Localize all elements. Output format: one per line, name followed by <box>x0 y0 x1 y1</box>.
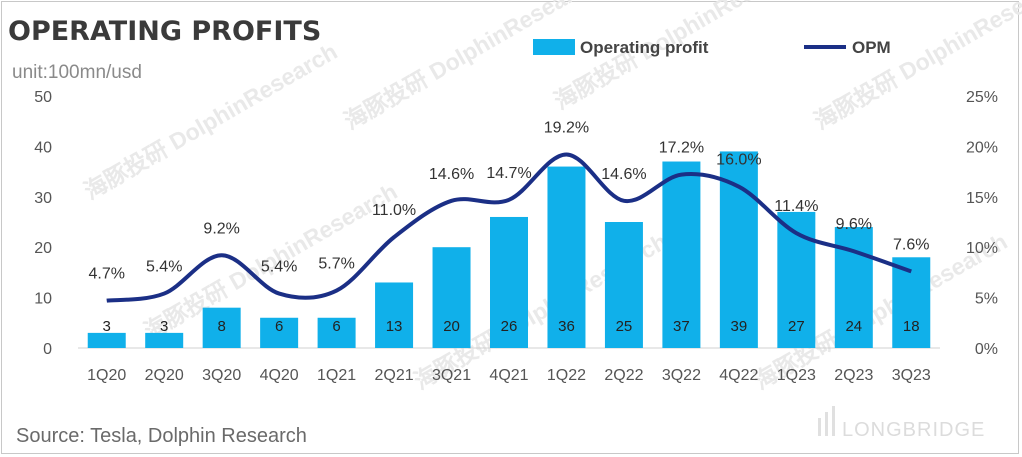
x-tick-label: 2Q22 <box>604 367 643 384</box>
y-right-tick: 0% <box>975 341 998 358</box>
opm-value-label: 16.0% <box>716 152 761 169</box>
bar <box>662 161 701 348</box>
bar-value-label: 3 <box>103 318 111 335</box>
bar <box>719 151 758 348</box>
opm-value-label: 19.2% <box>544 119 589 136</box>
opm-value-label: 11.4% <box>774 198 818 215</box>
opm-value-label: 14.7% <box>486 165 531 182</box>
bar-value-label: 6 <box>332 318 340 335</box>
unit-label: unit:100mn/usd <box>12 62 142 83</box>
x-tick-label: 1Q21 <box>317 367 356 384</box>
x-tick-label: 1Q20 <box>87 367 126 384</box>
bar-value-label: 13 <box>386 318 403 335</box>
y-right-tick: 10% <box>966 240 998 257</box>
axes: 0 10 20 30 40 50 0% 5% 10% 15% 20% 25% 1Q20 2Q20 3Q20 4… <box>34 89 998 384</box>
bar <box>604 222 643 348</box>
x-tick-label: 3Q22 <box>662 367 701 384</box>
opm-value-label: 4.7% <box>88 266 124 283</box>
x-tick-label: 4Q20 <box>260 367 299 384</box>
bar-value-label: 8 <box>217 318 225 335</box>
bar-value-label: 6 <box>275 318 283 335</box>
y-left-tick: 10 <box>34 291 52 308</box>
bar-value-label: 25 <box>616 318 633 335</box>
opm-value-label: 5.4% <box>261 259 297 276</box>
y-left-tick: 30 <box>34 190 52 207</box>
legend-operating-profit: Operating profit <box>580 38 709 57</box>
bar-value-label: 3 <box>160 318 168 335</box>
y-right-tick: 15% <box>966 190 998 207</box>
opm-value-label: 11.0% <box>372 202 416 219</box>
bar <box>375 282 414 348</box>
y-left-tick: 40 <box>34 139 52 156</box>
opm-value-label: 17.2% <box>659 140 704 157</box>
opm-value-label: 14.6% <box>429 166 474 183</box>
opm-value-label: 7.6% <box>893 236 929 253</box>
x-tick-label: 3Q21 <box>432 367 471 384</box>
y-left-tick: 0 <box>43 341 52 358</box>
y-left-tick: 50 <box>34 89 52 106</box>
y-right-tick: 5% <box>975 291 998 308</box>
x-tick-label: 4Q21 <box>489 367 528 384</box>
bar-value-label: 26 <box>501 318 518 335</box>
x-tick-label: 1Q22 <box>547 367 586 384</box>
bar <box>547 166 586 348</box>
bar-value-label: 24 <box>845 318 862 335</box>
data-labels: 3 3 8 6 6 13 20 26 36 25 37 39 27 24 18 4.7% 5.4% 9.2% 5.4… <box>88 119 929 335</box>
bar-value-label: 37 <box>673 318 690 335</box>
x-tick-label: 4Q22 <box>719 367 758 384</box>
bar <box>490 216 528 348</box>
bar-value-label: 20 <box>443 318 460 335</box>
x-tick-label: 2Q21 <box>374 367 413 384</box>
bar <box>145 332 184 348</box>
opm-value-label: 9.6% <box>836 216 872 233</box>
x-tick-label: 2Q23 <box>834 367 873 384</box>
opm-value-label: 5.4% <box>146 259 182 276</box>
legend-opm: OPM <box>852 38 891 57</box>
bar <box>317 317 356 348</box>
chart-title: OPERATING PROFITS <box>8 16 321 47</box>
x-tick-label: 2Q20 <box>145 367 184 384</box>
y-right-tick: 20% <box>966 139 998 156</box>
bar <box>87 332 126 348</box>
bar <box>432 247 471 348</box>
bar <box>892 257 931 348</box>
source-note: Source: Tesla, Dolphin Research <box>16 425 307 447</box>
bar-value-label: 39 <box>731 318 748 335</box>
watermark-text: 海豚投研 DolphinResearch <box>550 0 812 114</box>
opm-value-label: 9.2% <box>203 220 239 237</box>
x-tick-label: 3Q23 <box>892 367 931 384</box>
svg-text:LONGBRIDGE: LONGBRIDGE <box>842 419 985 441</box>
opm-value-label: 5.7% <box>318 256 354 273</box>
opm-line-series <box>106 152 912 303</box>
bar-value-label: 18 <box>903 318 920 335</box>
longbridge-logo: LONGBRIDGE <box>818 406 985 441</box>
y-left-tick: 20 <box>34 240 52 257</box>
legend: Operating profit OPM <box>533 38 891 57</box>
opm-value-label: 14.6% <box>601 166 646 183</box>
bar-value-label: 27 <box>788 318 805 335</box>
bar-series <box>87 151 931 348</box>
y-right-tick: 25% <box>966 89 998 106</box>
bar <box>202 307 241 348</box>
x-tick-label: 3Q20 <box>202 367 241 384</box>
x-tick-label: 1Q23 <box>777 367 816 384</box>
watermark-text: 海豚投研 DolphinResearch <box>810 0 1022 134</box>
bar <box>260 317 299 348</box>
legend-bar-swatch <box>533 39 575 55</box>
bar-value-label: 36 <box>558 318 575 335</box>
